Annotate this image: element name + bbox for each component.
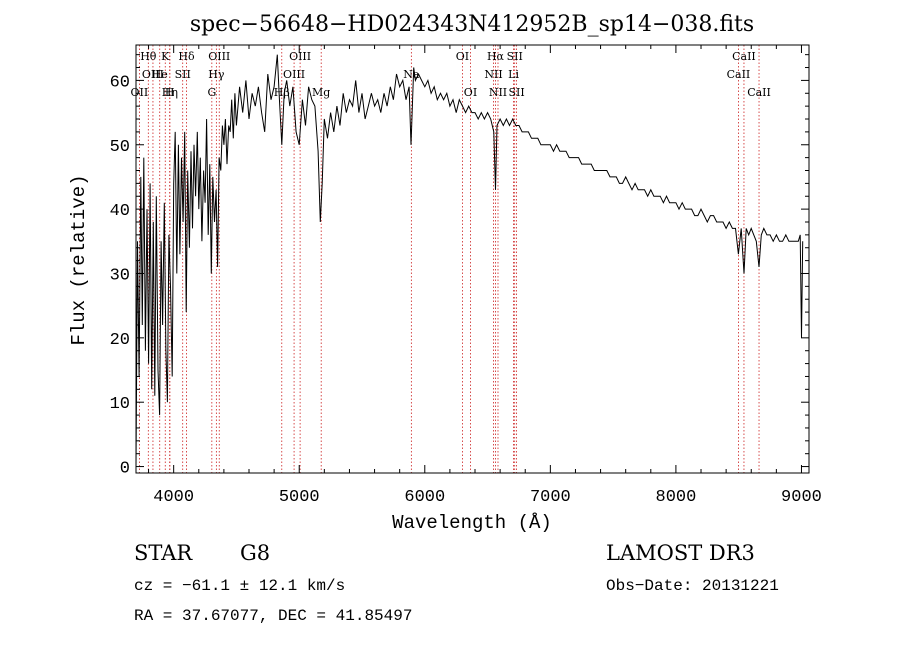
line-marker-label: OIII bbox=[283, 68, 305, 81]
x-tick-label: 9000 bbox=[781, 488, 822, 507]
y-tick-label: 40 bbox=[110, 202, 130, 221]
chart-title: spec−56648−HD024343N412952B_sp14−038.fit… bbox=[190, 12, 754, 37]
plot-frame bbox=[135, 44, 810, 474]
y-axis-ticks: 0 10 20 30 40 50 60 bbox=[110, 54, 809, 479]
line-marker-label: Hβ bbox=[274, 86, 290, 99]
x-tick-label: 4000 bbox=[153, 488, 194, 507]
x-axis-label: Wavelength (Å) bbox=[392, 512, 552, 534]
line-marker-label: Hθ bbox=[140, 50, 157, 63]
line-marker-label: NII bbox=[489, 86, 507, 99]
y-tick-label: 30 bbox=[110, 266, 130, 285]
line-marker-label: Hα bbox=[487, 50, 505, 63]
line-marker-label: CaII bbox=[747, 86, 771, 99]
observation-date: Obs−Date: 20131221 bbox=[606, 577, 779, 595]
x-axis-ticks: 4000 5000 6000 7000 8000 9000 bbox=[148, 45, 822, 507]
y-tick-label: 20 bbox=[110, 331, 130, 350]
line-marker-label: OIII bbox=[208, 50, 230, 63]
y-tick-label: 10 bbox=[110, 395, 130, 414]
line-marker-label: OII bbox=[131, 86, 149, 99]
survey-name: LAMOST DR3 bbox=[606, 541, 755, 565]
line-marker-label: OI bbox=[464, 86, 477, 99]
line-marker-label: OIII bbox=[142, 68, 164, 81]
spectral-line-labels: OIIHθOIIIHeKHHηSIIHδGHγOIIIHβOIIIOIIIMgN… bbox=[131, 50, 771, 99]
y-tick-label: 60 bbox=[110, 73, 130, 92]
y-tick-label: 50 bbox=[110, 138, 130, 157]
line-marker-label: OI bbox=[456, 50, 469, 63]
x-tick-label: 6000 bbox=[404, 488, 445, 507]
line-marker-label: He bbox=[152, 68, 168, 81]
coordinates-text: RA = 37.67077, DEC = 41.85497 bbox=[134, 607, 412, 625]
line-marker-label: Hη bbox=[162, 86, 178, 99]
line-marker-label: SII bbox=[508, 86, 524, 99]
line-marker-label: Hδ bbox=[178, 50, 195, 63]
line-marker-label: NII bbox=[484, 68, 502, 81]
redshift-text: cz = −61.1 ± 12.1 km/s bbox=[134, 577, 345, 595]
object-type: STAR bbox=[134, 541, 193, 565]
line-marker-label: CaII bbox=[727, 68, 751, 81]
line-marker-label: CaII bbox=[732, 50, 756, 63]
line-marker-label: H bbox=[165, 86, 175, 99]
line-marker-label: Li bbox=[508, 68, 519, 81]
line-marker-label: SII bbox=[175, 68, 191, 81]
x-tick-label: 8000 bbox=[656, 488, 697, 507]
y-tick-label: 0 bbox=[120, 460, 130, 479]
line-marker-label: OIII bbox=[289, 50, 311, 63]
line-marker-label: SII bbox=[507, 50, 523, 63]
x-tick-label: 5000 bbox=[279, 488, 320, 507]
object-subclass: G8 bbox=[240, 541, 270, 565]
line-marker-label: Hγ bbox=[208, 68, 225, 81]
line-marker-label: G bbox=[207, 86, 216, 99]
line-marker-label: Mg bbox=[312, 86, 330, 99]
spectral-line-markers bbox=[138, 45, 760, 473]
y-axis-label: Flux (relative) bbox=[68, 174, 90, 345]
line-marker-label: K bbox=[161, 50, 170, 63]
flux-series-line bbox=[135, 54, 804, 467]
x-tick-label: 7000 bbox=[530, 488, 571, 507]
line-marker-label: Na bbox=[403, 68, 420, 81]
